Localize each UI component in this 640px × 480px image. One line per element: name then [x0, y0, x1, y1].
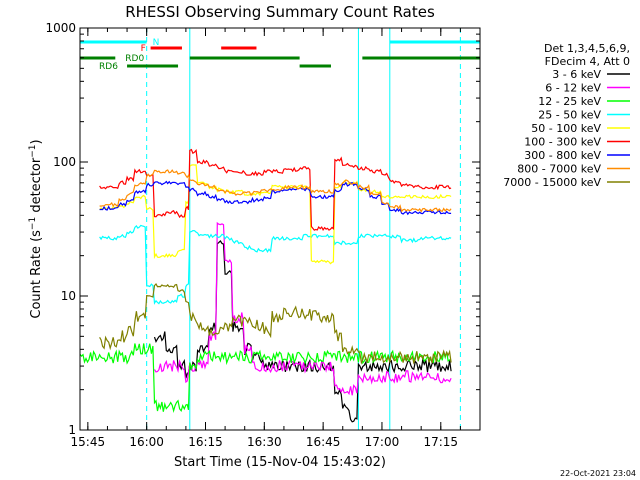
x-tick-label: 16:30: [247, 435, 282, 449]
y-tick-label: 10: [61, 289, 76, 303]
x-tick-label: 15:45: [71, 435, 106, 449]
legend-header: FDecim 4, Att 0: [545, 55, 630, 68]
legend-entry-label: 800 - 7000 keV: [517, 163, 601, 176]
flag-label-rd6: RD6: [99, 62, 118, 72]
flag-label-n: N: [153, 38, 160, 48]
y-axis-label-part: Count Rate (s: [29, 230, 44, 319]
y-axis-label: Count Rate (s−1 detector−1): [28, 139, 44, 318]
x-tick-label: 16:45: [306, 435, 341, 449]
legend-entry-label: 3 - 6 keV: [552, 68, 601, 81]
series-line-3: [99, 224, 452, 305]
legend-entry-label: 25 - 50 keV: [538, 109, 601, 122]
flag-label-rd0: RD0: [125, 54, 144, 64]
legend-entry-label: 7000 - 15000 keV: [503, 176, 601, 189]
axes: 1 10 100 1000 15:45 16:00 16:15 16:30 16:45 17:00…: [45, 21, 481, 449]
series-line-6: [99, 180, 452, 216]
timestamp: 22-Oct-2021 23:04: [560, 469, 636, 478]
series-line-5: [99, 148, 452, 231]
plot-frame: [79, 27, 481, 431]
series-line-4: [99, 164, 452, 265]
y-tick-label: 1: [68, 423, 76, 437]
chart-title: RHESSI Observing Summary Count Rates: [125, 3, 435, 21]
series-line-0: [153, 240, 452, 423]
legend-entry-label: 6 - 12 keV: [545, 82, 601, 95]
y-axis-label-exponent: −1: [28, 144, 38, 157]
x-tick-label: 16:15: [188, 435, 223, 449]
y-axis-label-exponent: −1: [28, 217, 38, 230]
legend-entry-label: 300 - 800 keV: [524, 149, 601, 162]
x-tick-label: 16:00: [129, 435, 164, 449]
legend-header: Det 1,3,4,5,6,9,: [544, 42, 630, 55]
legend-entry-label: 12 - 25 keV: [538, 95, 601, 108]
y-axis-label-part: detector: [29, 157, 44, 217]
series-line-7: [99, 169, 452, 213]
flag-label-f: F: [141, 44, 146, 54]
legend-entry-label: 100 - 300 keV: [524, 136, 601, 149]
series-line-8: [99, 282, 452, 365]
y-tick-label: 1000: [45, 21, 76, 35]
x-tick-label: 17:00: [365, 435, 400, 449]
series-line-1: [153, 221, 452, 396]
y-axis-label-part: ): [29, 139, 44, 144]
legend: Det 1,3,4,5,6,9,FDecim 4, Att 03 - 6 keV…: [503, 42, 630, 189]
legend-entry-label: 50 - 100 keV: [531, 122, 601, 135]
y-tick-label: 100: [53, 155, 76, 169]
x-axis-label: Start Time (15-Nov-04 15:43:02): [174, 455, 386, 470]
x-tick-label: 17:15: [423, 435, 458, 449]
